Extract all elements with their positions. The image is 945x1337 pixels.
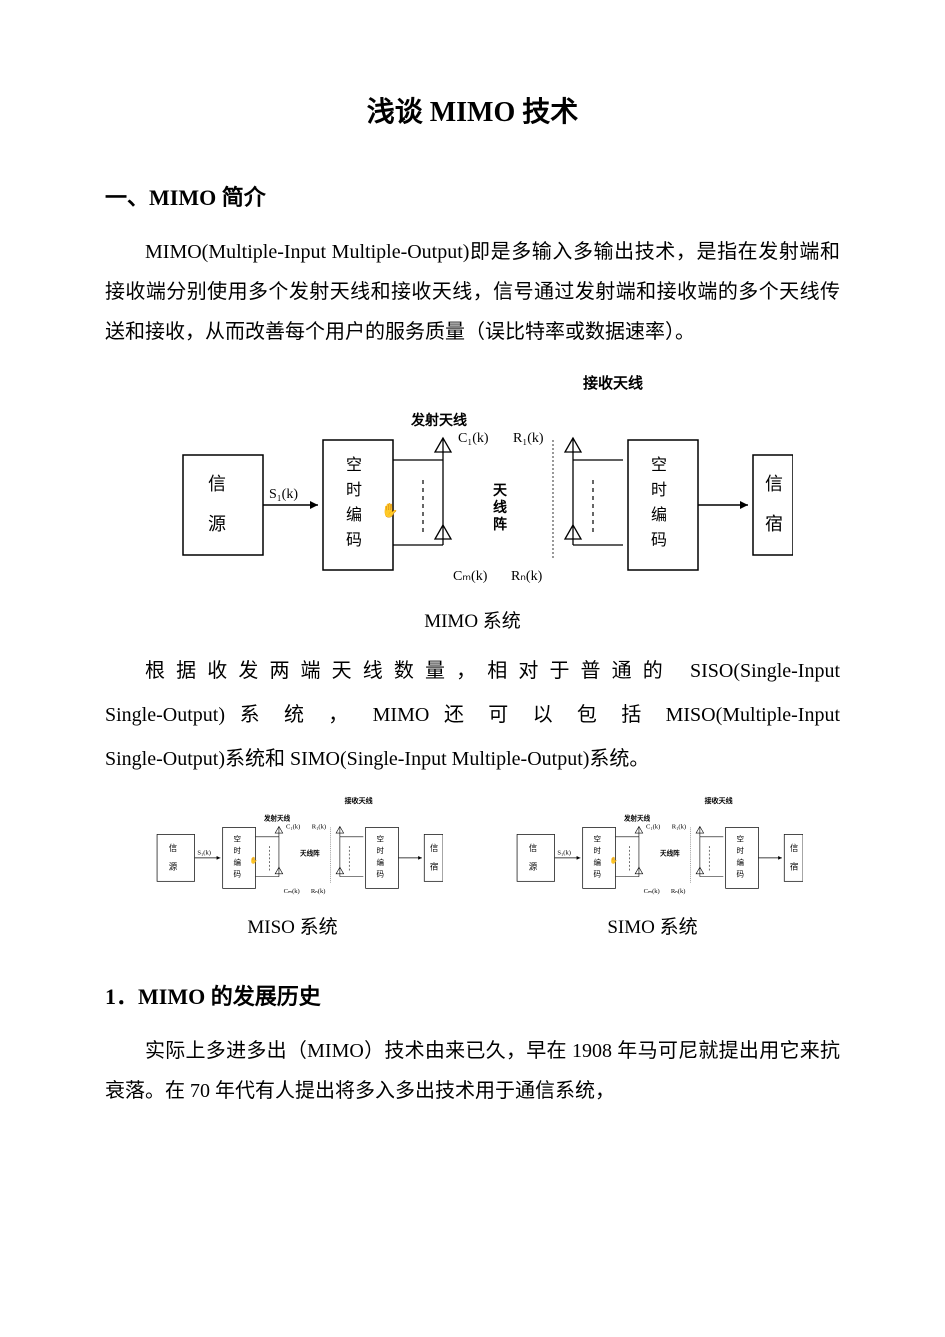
paragraph-2a: 根据收发两端天线数量，相对于普通的 SISO(Single-Input xyxy=(105,651,840,691)
box-source-line1: 信 xyxy=(208,474,226,494)
svg-text:信: 信 xyxy=(789,843,797,853)
svg-text:接收天线: 接收天线 xyxy=(344,796,372,805)
paragraph-3: 实际上多进多出（MIMO）技术由来已久，早在 1908 年马可尼就提出用它来抗衰… xyxy=(105,1031,840,1111)
box-dec-l1: 空 xyxy=(651,456,667,474)
svg-text:C₁(k): C₁(k) xyxy=(285,823,299,830)
figure-2: 接收天线 发射天线 信 源 S₁(k) 空 时 编 码 ✋ xyxy=(143,791,443,949)
svg-text:码: 码 xyxy=(376,870,384,879)
svg-text:Rₙ(k): Rₙ(k) xyxy=(670,888,685,895)
figure-1: 接收天线 发射天线 信 源 S₁(k) 空 时 编 码 ✋ xyxy=(105,370,840,600)
section-1-heading: 一、MIMO 简介 xyxy=(105,180,840,212)
svg-text:码: 码 xyxy=(593,870,601,879)
svg-text:Rₙ(k): Rₙ(k) xyxy=(310,888,325,895)
svg-text:R₁(k): R₁(k) xyxy=(311,823,325,830)
svg-text:S₁(k): S₁(k) xyxy=(557,850,571,857)
paragraph-2c: Single-Output)系统和 SIMO(Single-Input Mult… xyxy=(105,739,840,779)
svg-text:C₁(k): C₁(k) xyxy=(645,823,659,830)
mimo-diagram: 接收天线 发射天线 信 源 S₁(k) 空 时 编 码 ✋ xyxy=(153,370,793,600)
section-2-heading: 1．MIMO 的发展历史 xyxy=(105,979,840,1011)
svg-text:信: 信 xyxy=(168,843,176,853)
figure-3-caption: SIMO 系统 xyxy=(607,912,697,939)
svg-text:Cₘ(k): Cₘ(k) xyxy=(643,888,659,895)
paragraph-2b: Single-Output) 系 统 ， MIMO 还 可 以 包 括 MISO… xyxy=(105,695,840,735)
miso-diagram: 接收天线 发射天线 信 源 S₁(k) 空 时 编 码 ✋ xyxy=(143,791,443,906)
svg-text:信: 信 xyxy=(429,843,437,853)
svg-text:编: 编 xyxy=(376,857,384,867)
tx-antenna-label: 发射天线 xyxy=(410,412,467,429)
paragraph-1: MIMO(Multiple-Input Multiple-Output)即是多输… xyxy=(105,232,840,352)
box-enc-l4: 码 xyxy=(346,531,362,549)
label-cmk: Cₘ(k) xyxy=(453,569,488,584)
svg-text:空: 空 xyxy=(593,833,601,843)
svg-text:码: 码 xyxy=(736,870,744,879)
figure-row: 接收天线 发射天线 信 源 S₁(k) 空 时 编 码 ✋ xyxy=(105,791,840,949)
simo-diagram: 接收天线 发射天线 信 源 S₁(k) 空 时 编 码 ✋ xyxy=(503,791,803,906)
svg-text:时: 时 xyxy=(376,845,384,855)
cursor-hand-icon: ✋ xyxy=(381,502,398,519)
antenna-array-label-l2: 线 xyxy=(493,499,507,516)
svg-text:编: 编 xyxy=(233,857,241,867)
svg-text:R₁(k): R₁(k) xyxy=(671,823,685,830)
figure-2-caption: MISO 系统 xyxy=(247,912,337,939)
box-source-line2: 源 xyxy=(208,514,226,534)
svg-text:接收天线: 接收天线 xyxy=(704,796,732,805)
box-sink-l2: 宿 xyxy=(765,514,783,534)
svg-text:发射天线: 发射天线 xyxy=(622,813,650,822)
svg-text:空: 空 xyxy=(233,833,241,843)
label-r1k: R₁(k) xyxy=(513,431,544,446)
svg-text:编: 编 xyxy=(593,857,601,867)
antenna-array-label-l3: 阵 xyxy=(493,516,507,533)
svg-text:✋: ✋ xyxy=(249,857,257,865)
svg-text:码: 码 xyxy=(233,870,241,879)
svg-text:天线阵: 天线阵 xyxy=(300,849,320,858)
svg-text:✋: ✋ xyxy=(609,857,617,865)
figure-3: 接收天线 发射天线 信 源 S₁(k) 空 时 编 码 ✋ xyxy=(503,791,803,949)
svg-text:Cₘ(k): Cₘ(k) xyxy=(283,888,299,895)
antenna-array-label-l1: 天 xyxy=(493,483,508,499)
svg-text:时: 时 xyxy=(736,845,744,855)
document-page: 浅谈 MIMO 技术 一、MIMO 简介 MIMO(Multiple-Input… xyxy=(0,0,945,1337)
box-enc-l3: 编 xyxy=(346,506,362,524)
box-dec-l3: 编 xyxy=(651,506,667,524)
label-s1k: S₁(k) xyxy=(269,487,298,502)
label-rnk: Rₙ(k) xyxy=(511,569,543,584)
svg-text:天线阵: 天线阵 xyxy=(660,849,680,858)
svg-text:时: 时 xyxy=(233,845,241,855)
label-c1k: C₁(k) xyxy=(458,431,489,446)
svg-text:源: 源 xyxy=(528,862,537,872)
svg-text:信: 信 xyxy=(528,843,536,853)
svg-text:时: 时 xyxy=(593,845,601,855)
svg-text:宿: 宿 xyxy=(429,862,437,872)
figure-1-caption: MIMO 系统 xyxy=(105,606,840,633)
svg-text:编: 编 xyxy=(736,857,744,867)
rx-antenna-label: 接收天线 xyxy=(583,374,643,392)
svg-text:源: 源 xyxy=(168,862,177,872)
svg-text:发射天线: 发射天线 xyxy=(262,813,290,822)
svg-text:宿: 宿 xyxy=(789,862,797,872)
svg-text:空: 空 xyxy=(376,833,384,843)
document-title: 浅谈 MIMO 技术 xyxy=(105,90,840,130)
box-sink-l1: 信 xyxy=(765,474,783,494)
box-enc-l1: 空 xyxy=(346,456,362,474)
box-dec-l4: 码 xyxy=(651,531,667,549)
box-dec-l2: 时 xyxy=(651,481,667,499)
svg-text:空: 空 xyxy=(736,833,744,843)
box-enc-l2: 时 xyxy=(346,481,362,499)
svg-text:S₁(k): S₁(k) xyxy=(197,850,211,857)
